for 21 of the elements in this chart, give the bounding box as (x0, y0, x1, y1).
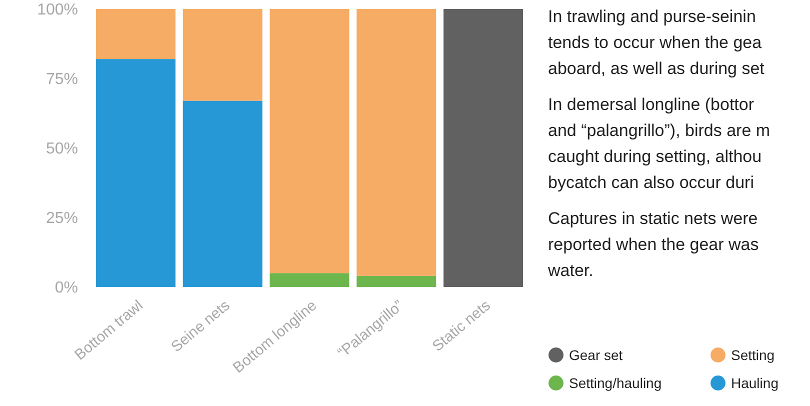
bar (270, 9, 350, 274)
bar (356, 276, 436, 287)
bar (182, 100, 262, 287)
text: In trawling and purse-seinin tends to occur when the gea aboard, as well as during set (548, 7, 765, 78)
text: In demersal longline (bottor and “palangrillo”), birds are m caught during setting, althou bycatch can also occur duri (548, 95, 770, 192)
bar (270, 273, 350, 287)
bar (444, 9, 523, 287)
legend-label: Setting (731, 346, 775, 363)
y-tick-label: 100% (37, 2, 78, 19)
bar (356, 9, 436, 276)
y-tick-label: 0% (54, 280, 78, 297)
text: Captures in static nets were reported when the gear was water. (547, 209, 759, 280)
legend-label: Setting/hauling (569, 374, 662, 391)
y-tick-label: 50% (46, 140, 78, 158)
legend-label: Hauling (731, 374, 778, 391)
bar (182, 9, 262, 101)
y-tick-label: 75% (46, 71, 78, 88)
bar (96, 9, 176, 60)
legend-label: Gear set (569, 346, 623, 363)
bar (96, 59, 176, 287)
y-tick-label: 25% (46, 210, 78, 228)
